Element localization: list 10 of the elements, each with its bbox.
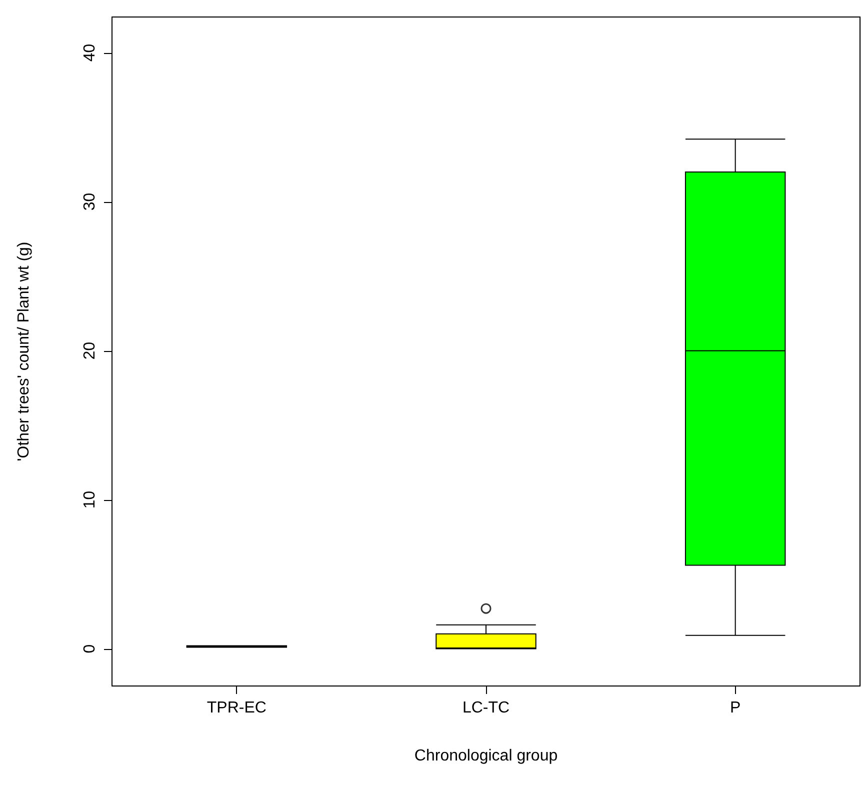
y-tick-label: 30 (82, 192, 98, 211)
x-tick-label: P (730, 700, 741, 716)
x-axis-title: Chronological group (414, 748, 558, 764)
y-tick-label: 10 (82, 490, 98, 509)
x-tick-label: LC-TC (462, 700, 510, 716)
y-tick-label: 20 (82, 342, 98, 360)
y-axis-title: 'Other trees' count/ Plant wt (g) (16, 242, 32, 462)
y-tick-label: 0 (82, 644, 98, 654)
x-tick-label: TPR-EC (206, 700, 266, 716)
y-tick-label: 40 (82, 44, 98, 62)
